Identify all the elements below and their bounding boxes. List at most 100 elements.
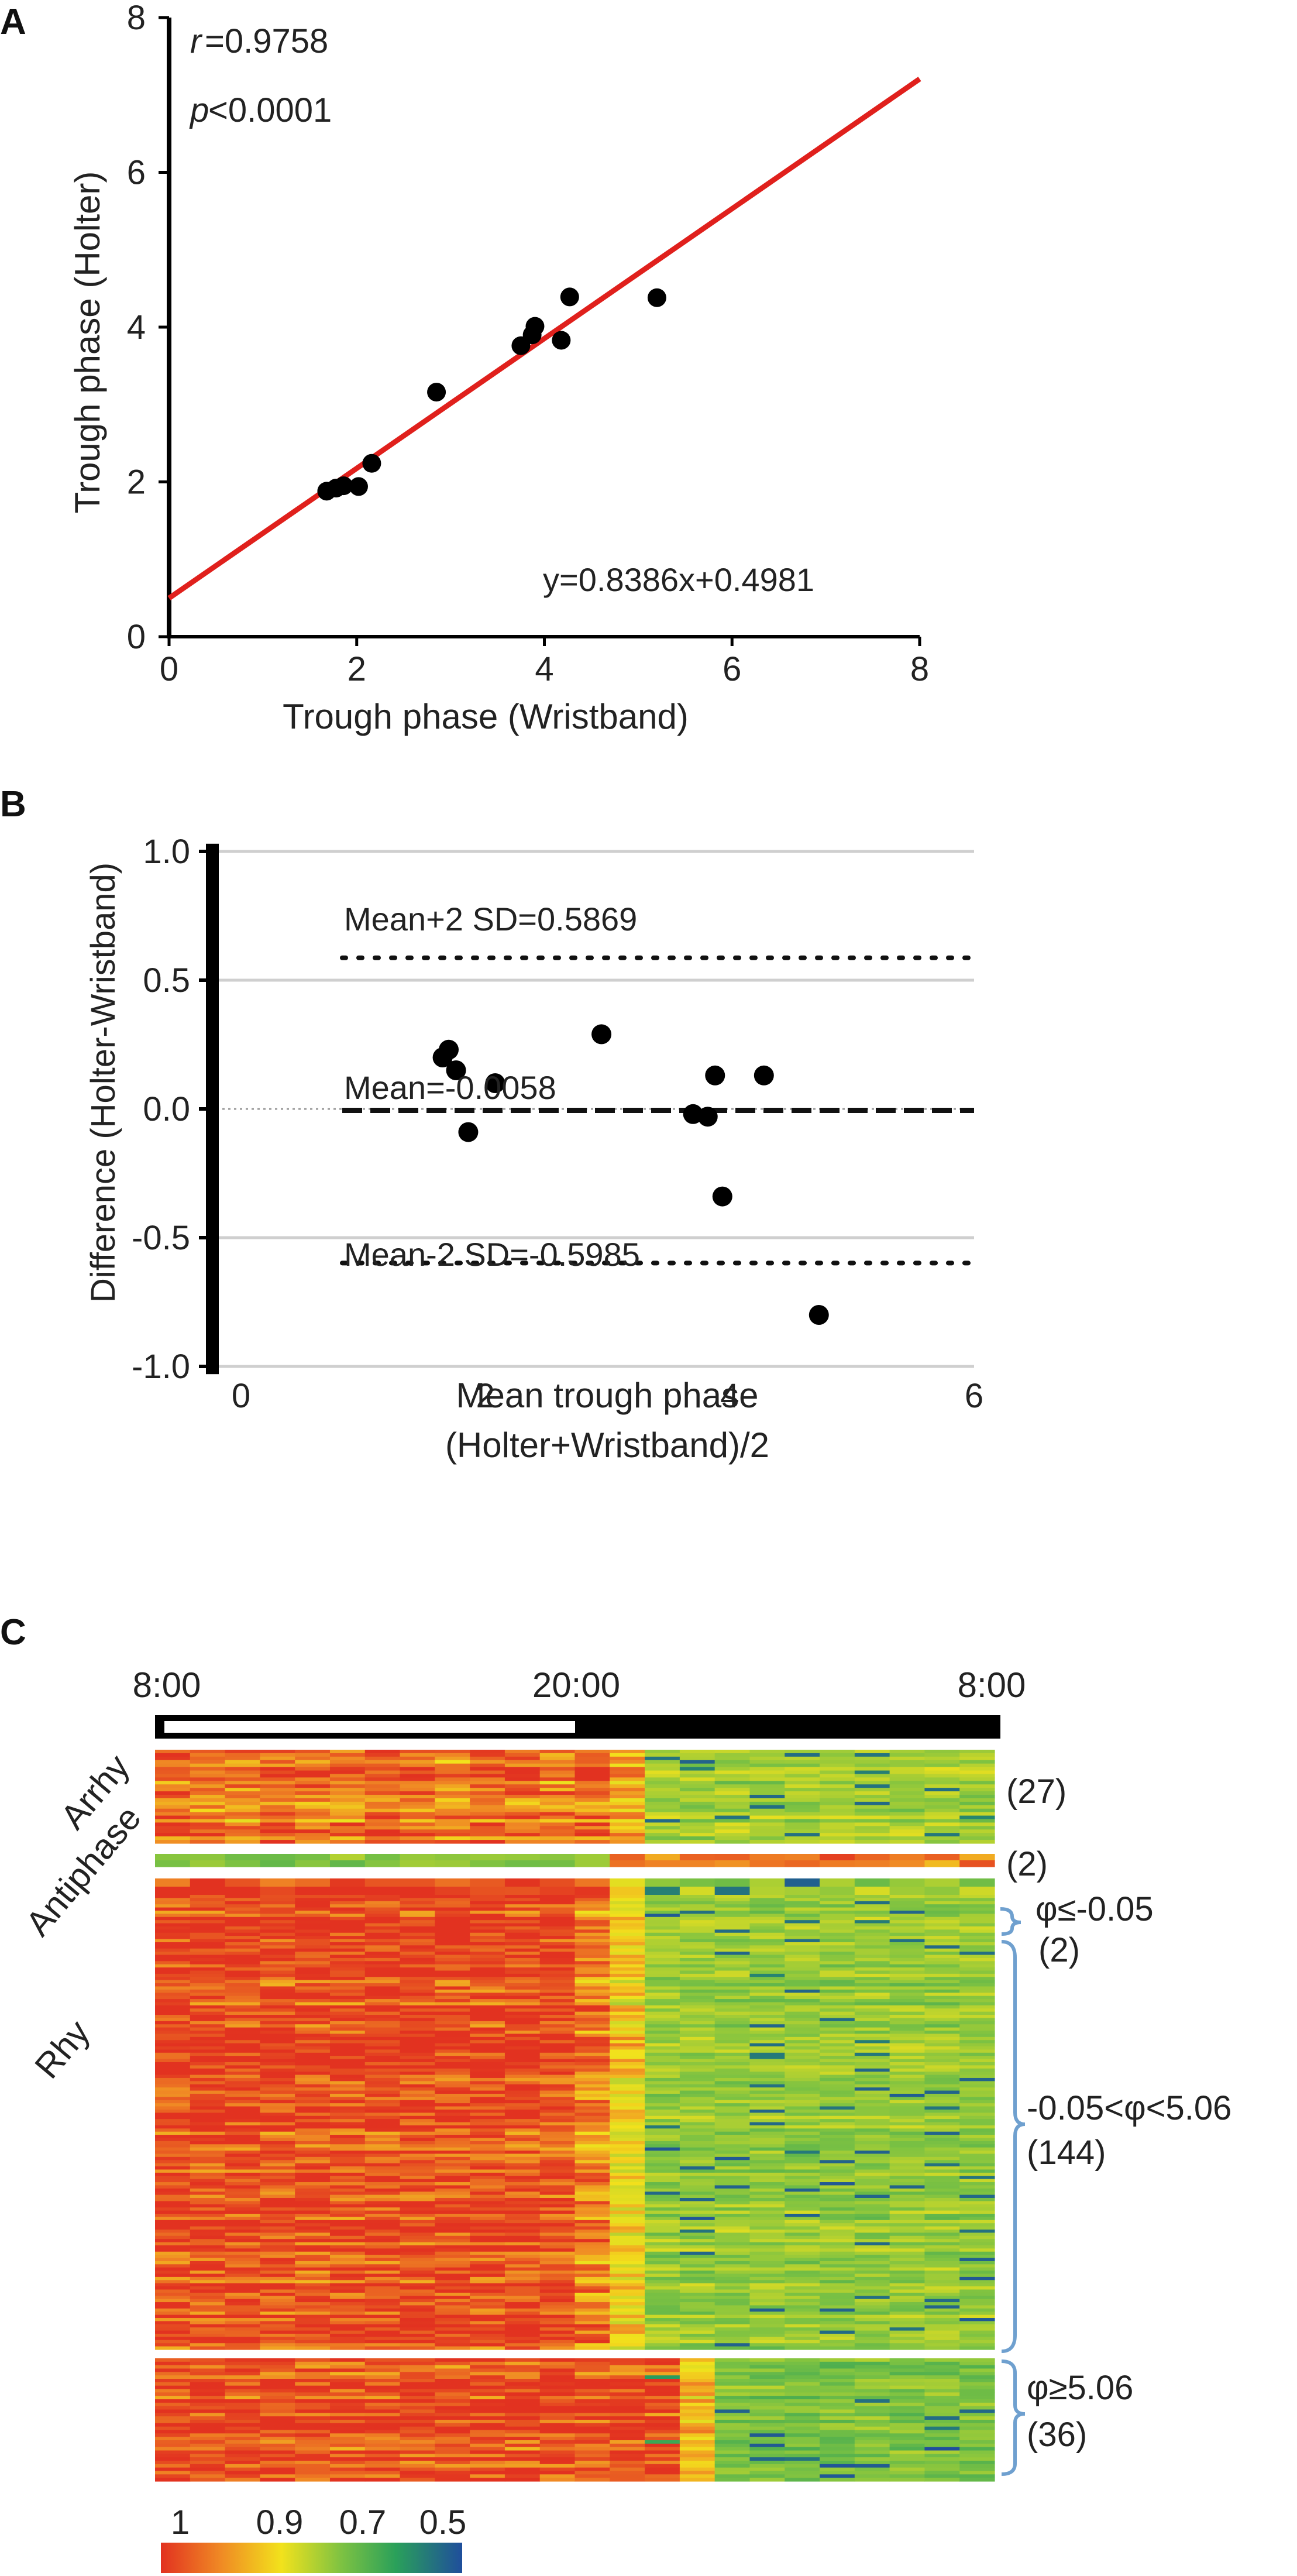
heatmap-cell	[470, 2084, 505, 2088]
heatmap-cell	[854, 2232, 890, 2237]
heatmap-cell	[679, 2406, 715, 2410]
heatmap-cell	[225, 2399, 260, 2403]
heatmap-cell	[225, 1914, 260, 1918]
heatmap-cell	[260, 1836, 295, 1840]
heatmap-cell	[470, 1995, 505, 2000]
heatmap-cell	[155, 2128, 191, 2132]
heatmap-cell	[539, 2056, 576, 2060]
heatmap-cell	[364, 1791, 401, 1795]
heatmap-cell	[645, 2128, 680, 2132]
heatmap-cell	[610, 2423, 645, 2427]
heatmap	[155, 1750, 995, 2482]
heatmap-cell	[539, 1936, 576, 1940]
heatmap-cell	[329, 2027, 366, 2031]
heatmap-cell	[260, 2141, 295, 2145]
heatmap-cell	[260, 2031, 295, 2035]
heatmap-cell	[645, 1791, 680, 1795]
heatmap-cell	[539, 2169, 576, 2173]
heatmap-cell	[539, 2201, 576, 2205]
heatmap-cell	[749, 1901, 785, 1905]
heatmap-cell	[820, 2273, 855, 2278]
heatmap-cell	[400, 2239, 435, 2243]
heatmap-cell	[329, 2097, 366, 2101]
heatmap-cell	[854, 2109, 890, 2113]
heatmap-cell	[889, 2258, 926, 2262]
heatmap-cell	[820, 2100, 855, 2104]
heatmap-cell	[610, 2077, 645, 2082]
heatmap-cell	[924, 2372, 960, 2376]
heatmap-cell	[260, 2015, 295, 2019]
heatmap-cell	[329, 1999, 366, 2003]
heatmap-cell	[329, 2226, 366, 2230]
heatmap-cell	[679, 2409, 715, 2413]
heatmap-cell	[959, 2296, 995, 2300]
heatmap-cell	[645, 2399, 680, 2403]
heatmap-cell	[470, 2213, 505, 2217]
heatmap-cell	[539, 2258, 576, 2262]
heatmap-cell	[295, 2450, 331, 2454]
heatmap-cell	[749, 1798, 785, 1802]
heatmap-cell	[785, 1910, 820, 1914]
heatmap-cell	[329, 2021, 366, 2025]
heatmap-cell	[959, 1920, 995, 1924]
heatmap-cell	[574, 1878, 610, 1887]
heatmap-cell	[260, 2138, 295, 2142]
heatmap-cell	[679, 1812, 715, 1816]
heatmap-cell	[820, 2440, 855, 2444]
heatmap-cell	[679, 1770, 715, 1775]
heatmap-cell	[645, 2077, 680, 2082]
heatmap-cell	[295, 2008, 331, 2012]
heatmap-cell	[225, 2251, 260, 2255]
heatmap-cell	[504, 2179, 541, 2183]
heatmap-cell	[470, 1798, 505, 1802]
heatmap-cell	[225, 2192, 260, 2196]
heatmap-cell	[155, 1791, 191, 1795]
heatmap-cell	[225, 1989, 260, 1993]
heatmap-cell	[470, 2106, 505, 2110]
heatmap-cell	[854, 2416, 890, 2420]
heatmap-cell	[645, 1973, 680, 1977]
heatmap-cell	[645, 2426, 680, 2431]
heatmap-cell	[785, 2040, 820, 2044]
heatmap-cell	[854, 2182, 890, 2186]
heatmap-cell	[645, 2296, 680, 2300]
heatmap-cell	[610, 2144, 645, 2148]
heatmap-cell	[504, 2223, 541, 2227]
heatmap-cell	[924, 1815, 960, 1820]
heatmap-cell	[400, 2084, 435, 2088]
heatmap-cell	[924, 2115, 960, 2120]
heatmap-cell	[574, 2276, 610, 2280]
heatmap-cell	[820, 1878, 855, 1887]
heatmap-cell	[749, 2179, 785, 2183]
heatmap-cell	[190, 2052, 226, 2056]
heatmap-cell	[225, 2185, 260, 2189]
heatmap-cell	[364, 2372, 401, 2376]
heatmap-cell	[854, 2261, 890, 2265]
heatmap-cell	[679, 2385, 715, 2390]
heatmap-cell	[295, 2296, 331, 2300]
heatmap-cell	[785, 2081, 820, 2085]
heatmap-cell	[679, 1795, 715, 1799]
heatmap-cell	[714, 2005, 751, 2009]
heatmap-cell	[714, 2081, 751, 2085]
heatmap-cell	[714, 2109, 751, 2113]
heatmap-cell	[504, 1791, 541, 1795]
heatmap-cell	[645, 2113, 680, 2117]
heatmap-cell	[574, 2308, 610, 2312]
heatmap-cell	[854, 1878, 890, 1887]
heatmap-cell	[329, 2314, 366, 2319]
heatmap-cell	[329, 2100, 366, 2104]
heatmap-cell	[155, 2166, 191, 2170]
heatmap-cell	[924, 1829, 960, 1833]
heatmap-cell	[924, 2321, 960, 2325]
heatmap-cell	[785, 2169, 820, 2173]
heatmap-cell	[295, 2365, 331, 2369]
heatmap-cell	[295, 2068, 331, 2072]
heatmap-cell	[610, 2103, 645, 2107]
heatmap-cell	[295, 1788, 331, 1792]
heatmap-cell	[435, 2450, 470, 2454]
heatmap-cell	[679, 1815, 715, 1820]
heatmap-cell	[889, 2248, 926, 2252]
heatmap-cell	[504, 1815, 541, 1820]
heatmap-cell	[435, 2273, 470, 2278]
